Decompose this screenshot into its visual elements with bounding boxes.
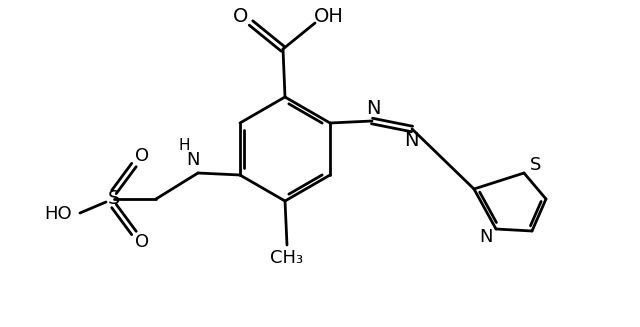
Text: CH₃: CH₃: [271, 249, 303, 267]
Text: O: O: [135, 147, 149, 165]
Text: N: N: [479, 228, 493, 246]
Text: O: O: [234, 7, 249, 26]
Text: S: S: [531, 156, 541, 174]
Text: HO: HO: [44, 205, 72, 223]
Text: O: O: [135, 233, 149, 251]
Text: N: N: [186, 151, 200, 169]
Text: S: S: [108, 188, 120, 208]
Text: N: N: [404, 131, 419, 150]
Text: H: H: [178, 137, 189, 152]
Text: N: N: [366, 99, 380, 118]
Text: OH: OH: [314, 7, 344, 26]
